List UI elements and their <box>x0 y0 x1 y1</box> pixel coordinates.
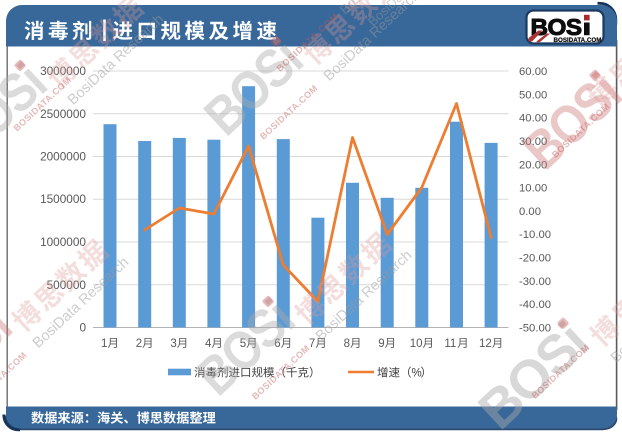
svg-text:BOSIDATA.COM: BOSIDATA.COM <box>554 37 602 44</box>
svg-text:12: 12 <box>479 338 492 350</box>
svg-text:-40.00: -40.00 <box>519 299 551 311</box>
svg-text:-20.00: -20.00 <box>519 253 551 265</box>
svg-text:BOS: BOS <box>531 14 582 40</box>
svg-text:0: 0 <box>79 321 86 335</box>
svg-text:1: 1 <box>101 338 107 350</box>
svg-text:20.00: 20.00 <box>519 159 547 171</box>
svg-text:2: 2 <box>136 338 142 350</box>
svg-text:8: 8 <box>344 338 350 350</box>
svg-text:4: 4 <box>205 338 212 350</box>
svg-text:-30.00: -30.00 <box>519 276 551 288</box>
svg-text:-50.00: -50.00 <box>519 323 551 335</box>
svg-text:0.00: 0.00 <box>519 206 541 218</box>
svg-text:3: 3 <box>170 338 176 350</box>
svg-text:9: 9 <box>378 338 384 350</box>
svg-text:1000000: 1000000 <box>40 235 86 249</box>
svg-text:7: 7 <box>309 338 315 350</box>
svg-text:40.00: 40.00 <box>519 113 547 125</box>
svg-text:10: 10 <box>410 338 423 350</box>
svg-text:5: 5 <box>240 338 246 350</box>
svg-text:11: 11 <box>444 338 456 350</box>
svg-text:-10.00: -10.00 <box>519 229 551 241</box>
svg-text:60.00: 60.00 <box>519 66 547 78</box>
svg-text:%: % <box>412 368 422 380</box>
svg-text:10.00: 10.00 <box>519 183 547 195</box>
svg-text:30.00: 30.00 <box>519 136 547 148</box>
svg-text:6: 6 <box>274 338 280 350</box>
svg-text:2000000: 2000000 <box>40 150 86 164</box>
svg-text:1500000: 1500000 <box>40 192 86 206</box>
svg-text:50.00: 50.00 <box>519 89 547 101</box>
svg-text:2500000: 2500000 <box>40 107 86 121</box>
